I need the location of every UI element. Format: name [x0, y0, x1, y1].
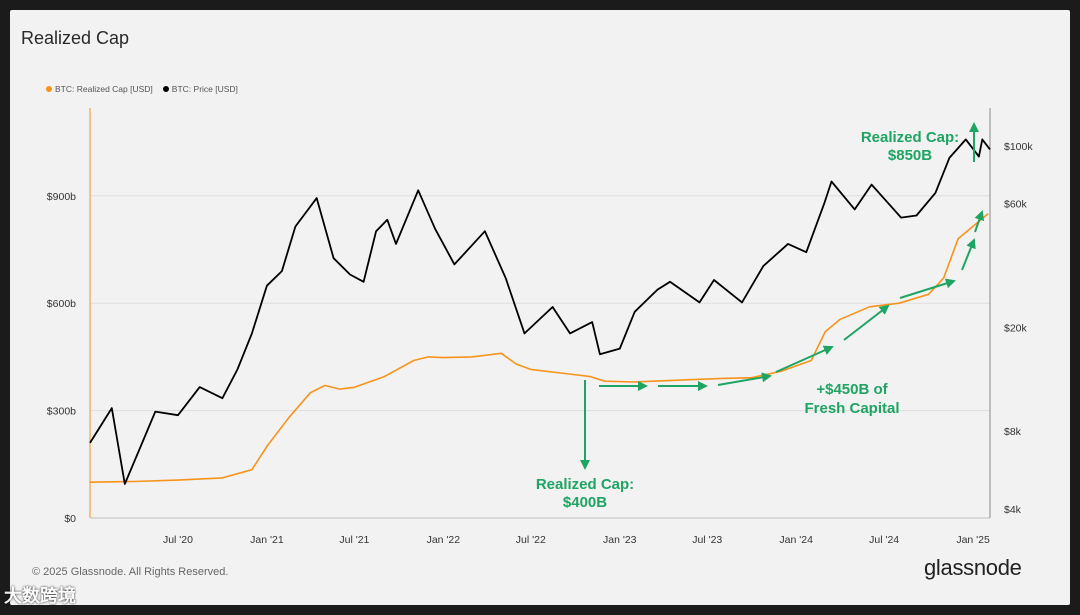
y-left-tick-label: $900b [47, 191, 76, 203]
arrow-right-3 [717, 372, 772, 386]
brand-logo: glassnode [924, 555, 1022, 580]
x-tick-label: Jan '22 [427, 534, 461, 546]
legend-item-realized-cap[interactable]: BTC: Realized Cap [USD] [46, 84, 153, 94]
x-tick-label: Jan '24 [779, 534, 813, 546]
annotation-bottom-line1: Realized Cap: [536, 476, 634, 493]
arrow-up-right-6 [899, 278, 956, 299]
chart-title: Realized Cap [21, 28, 130, 48]
x-tick-label: Jul '20 [163, 534, 193, 546]
y-left-tick-label: $600b [47, 298, 76, 310]
y-left-tick-label: $0 [64, 513, 76, 525]
annotation-middle-line2: Fresh Capital [804, 400, 899, 417]
arrow-up-8 [974, 210, 985, 233]
arrow-up-right-5 [843, 304, 890, 341]
realized-cap-line [89, 213, 989, 483]
legend-dot-price [162, 86, 169, 92]
annotation-top-line1: Realized Cap: [861, 129, 959, 146]
annotation-bottom-line2: $400B [563, 494, 607, 511]
x-tick-label: Jan '25 [956, 534, 990, 546]
y-right-tick-label: $20k [1004, 323, 1028, 335]
legend: BTC: Realized Cap [USD] BTC: Price [USD] [46, 84, 238, 94]
y-right-tick-label: $4k [1004, 504, 1022, 516]
annotation-middle-line1: +$450B of [816, 381, 888, 398]
annotation-top-line2: $850B [888, 147, 932, 164]
x-tick-label: Jul '21 [339, 534, 369, 546]
x-tick-label: Jul '22 [516, 534, 546, 546]
legend-label-price: BTC: Price [USD] [171, 84, 238, 94]
y-right-tick-label: $8k [1004, 426, 1022, 438]
legend-item-price[interactable]: BTC: Price [USD] [162, 84, 238, 94]
legend-label-realized-cap: BTC: Realized Cap [USD] [55, 84, 153, 94]
x-tick-label: Jul '23 [692, 534, 722, 546]
arrow-up-right-4 [775, 345, 834, 373]
legend-dot-realized-cap [46, 86, 52, 92]
series-lines [89, 138, 991, 485]
copyright-text: © 2025 Glassnode. All Rights Reserved. [32, 566, 229, 578]
y-right-tick-label: $100k [1004, 141, 1033, 153]
btc-price-line [89, 138, 991, 485]
x-tick-label: Jan '21 [250, 534, 284, 546]
y-left-tick-label: $300b [47, 406, 76, 418]
axes: $0 $300b $600b $900b $4k $8k $20k $60k $100k Jul … [47, 108, 1033, 546]
annotation-arrows [580, 122, 985, 470]
x-tick-label: Jul '24 [869, 534, 899, 546]
y-right-tick-label: $60k [1004, 199, 1028, 211]
chart-card [10, 10, 1070, 605]
gridlines [90, 195, 990, 412]
annotation-text: Realized Cap: $850B Realized Cap: $400B … [536, 129, 959, 511]
x-tick-label: Jan '23 [603, 534, 637, 546]
watermark-text: 大数跨境 [4, 586, 76, 607]
arrow-up-7 [961, 238, 976, 271]
